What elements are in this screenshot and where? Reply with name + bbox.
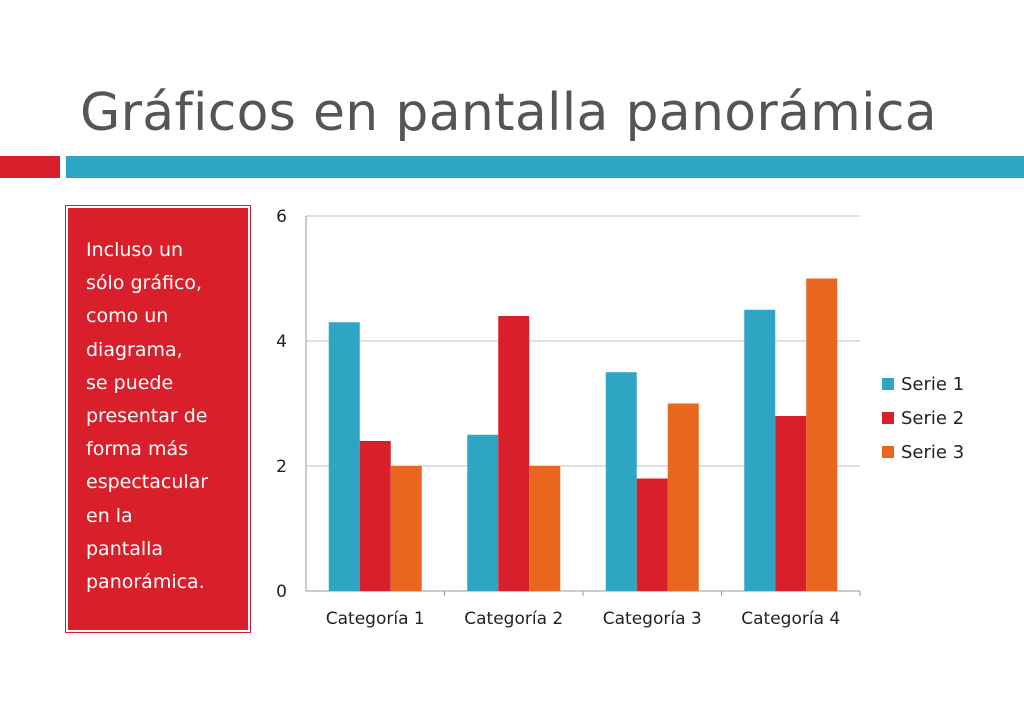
bar-serie-3-cat-2: [529, 466, 561, 591]
bar-serie-1-cat-4: [744, 309, 776, 591]
x-tick-label: Categoría 4: [741, 609, 840, 629]
legend-label-2: Serie 2: [901, 408, 964, 429]
legend-label-3: Serie 3: [901, 442, 964, 463]
bar-serie-1-cat-3: [605, 372, 637, 591]
legend-label-1: Serie 1: [901, 374, 964, 395]
x-tick-label: Categoría 3: [603, 609, 702, 629]
bar-serie-2-cat-4: [775, 416, 807, 591]
slide-title: Gráficos en pantalla panorámica: [80, 83, 937, 143]
accent-bar-red: [0, 156, 60, 178]
y-tick-label: 4: [276, 332, 287, 352]
legend-swatch-1: [882, 378, 894, 390]
text-box-fill: [68, 208, 248, 630]
y-tick-label: 6: [276, 207, 287, 227]
x-tick-label: Categoría 1: [326, 609, 425, 629]
bar-serie-3-cat-1: [390, 466, 422, 591]
bar-serie-1-cat-1: [328, 322, 360, 591]
legend-swatch-3: [882, 446, 894, 458]
bar-serie-2-cat-1: [359, 441, 391, 591]
x-tick-label: Categoría 2: [464, 609, 563, 629]
y-tick-label: 2: [276, 457, 287, 477]
bar-serie-2-cat-3: [636, 478, 668, 591]
bar-serie-3-cat-4: [806, 278, 838, 591]
text-box: Incluso un sólo gráfico, como un diagram…: [65, 205, 251, 633]
bar-serie-1-cat-2: [467, 434, 499, 591]
accent-bar-blue: [66, 156, 1024, 178]
legend-swatch-2: [882, 412, 894, 424]
bar-serie-3-cat-3: [667, 403, 699, 591]
text-box-text: Incluso un sólo gráfico, como un diagram…: [86, 239, 209, 594]
bar-serie-2-cat-2: [498, 316, 530, 591]
y-tick-label: 0: [276, 582, 287, 602]
